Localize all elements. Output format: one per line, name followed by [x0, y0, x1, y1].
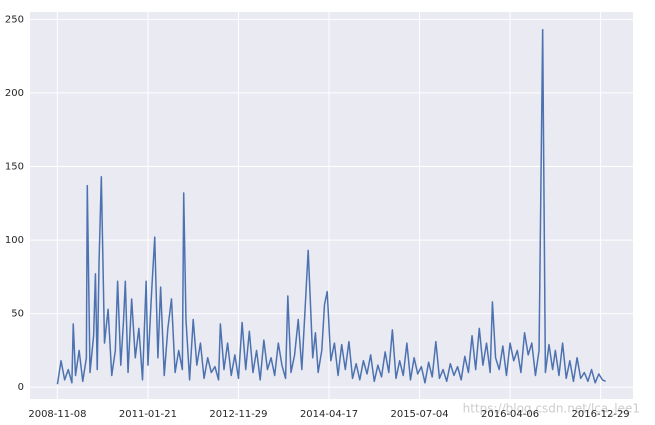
y-tick-label: 50 — [11, 309, 24, 320]
line — [56, 28, 606, 385]
x-tick-label: 2016-04-06 — [481, 409, 539, 420]
x-tick-label: 2016-12-29 — [572, 409, 630, 420]
x-tick-label: 2014-04-17 — [300, 409, 358, 420]
y-tick-label: 200 — [5, 88, 24, 99]
y-tick-label: 100 — [5, 235, 24, 246]
y-tick-label: 150 — [5, 162, 24, 173]
x-tick-label: 2012-11-29 — [209, 409, 267, 420]
x-tick-label: 2011-01-21 — [119, 409, 177, 420]
y-tick-label: 0 — [18, 382, 24, 393]
x-tick-label: 2015-07-04 — [390, 409, 448, 420]
x-tick-label: 2008-11-08 — [28, 409, 86, 420]
watermark: https://blog.csdn.net/lca_lee1 — [463, 402, 640, 416]
y-tick-label: 250 — [5, 14, 24, 25]
